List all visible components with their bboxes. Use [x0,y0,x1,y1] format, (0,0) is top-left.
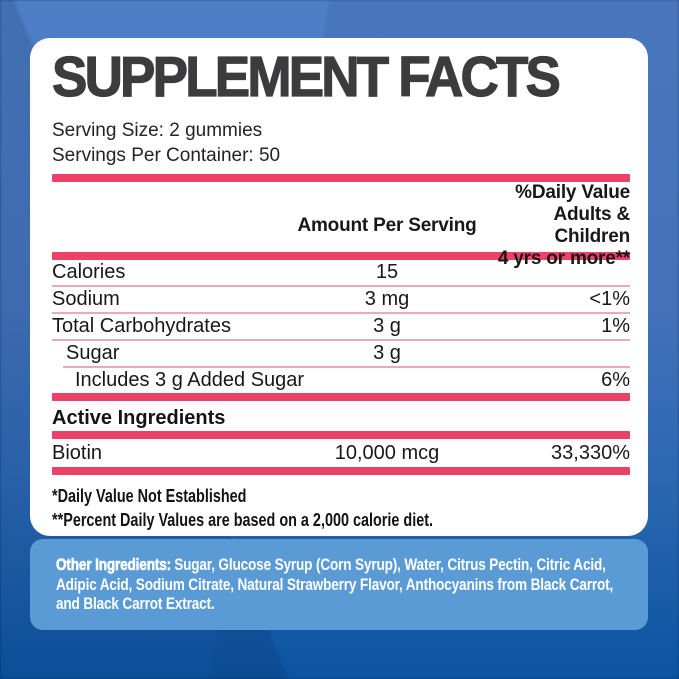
row-amount: 3 g [373,315,401,337]
row-separator [52,312,630,314]
other-ingredients-box: Other Ingredients: Sugar, Glucose Syrup (… [30,539,648,630]
table-row-total-carbohydrates: Total Carbohydrates 3 g 1% [52,314,630,339]
row-name: Includes 3 g Added Sugar [75,369,305,391]
table-row-added-sugar: Includes 3 g Added Sugar 6% [52,368,630,393]
row-daily-value: <1% [589,288,630,310]
table-row-calories: Calories 15 [52,260,630,285]
servings-per-container-text: Servings Per Container: 50 [52,145,281,166]
row-separator [52,285,630,287]
row-amount: 3 mg [364,288,410,310]
row-name: Sodium [52,288,120,310]
divider-thick [52,393,630,401]
footnote-daily-value: *Daily Value Not Established [52,486,247,506]
daily-value-header-line1: %Daily Value [515,182,630,203]
other-ingredients-text: Sugar, Glucose Syrup (Corn Syrup), Water… [56,555,614,613]
column-header-row: Amount Per Serving %Daily Value Adults &… [52,182,630,269]
divider-thick [52,431,630,439]
daily-value-header-line3: 4 yrs or more** [497,248,630,269]
row-amount: 15 [375,261,399,283]
row-amount: 3 g [373,342,401,364]
row-amount: 10,000 mcg [334,441,440,464]
table-row-sugar: Sugar 3 g [52,341,630,366]
active-ingredients-heading: Active Ingredients [52,407,226,429]
table-row-biotin: Biotin 10,000 mcg 33,330% [52,439,630,467]
other-ingredients-paragraph: Other Ingredients: Sugar, Glucose Syrup (… [56,555,626,614]
other-ingredients-heading: Other Ingredients: [56,555,172,575]
row-name: Total Carbohydrates [52,315,231,337]
amount-per-serving-header: Amount Per Serving [297,215,477,236]
row-daily-value: 33,330% [551,441,630,464]
row-name: Biotin [52,441,103,464]
row-daily-value: 1% [601,315,630,337]
row-separator-indented [63,366,630,368]
divider-thick [52,467,630,475]
footnotes: *Daily Value Not Established **Percent D… [52,484,625,532]
divider-thick [52,252,630,260]
table-row-sodium: Sodium 3 mg <1% [52,287,630,312]
footnote-percent-daily-values: **Percent Daily Values are based on a 2,… [52,510,433,530]
serving-size-text: Serving Size: 2 gummies [52,120,263,141]
page-title: SUPPLEMENT FACTS [51,45,561,109]
row-separator [52,339,630,341]
row-daily-value: 6% [601,369,630,391]
supplement-facts-panel: SUPPLEMENT FACTS Serving Size: 2 gummies… [30,38,648,536]
divider-thick [52,174,630,182]
daily-value-header-line2: Adults & Children [553,204,630,247]
row-name: Calories [52,261,126,283]
row-name: Sugar [66,342,120,364]
daily-value-header: %Daily Value Adults & Children 4 yrs or … [492,182,630,270]
